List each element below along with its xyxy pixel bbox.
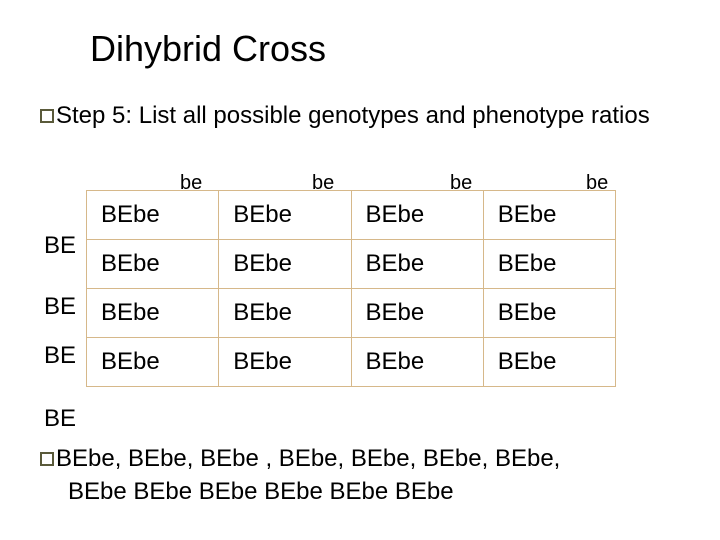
- cell: BEbe: [351, 240, 483, 289]
- cell: BEbe: [87, 338, 219, 387]
- row-header-3: BE: [44, 342, 76, 370]
- cell: BEbe: [219, 240, 351, 289]
- punnett-table: BEbe BEbe BEbe BEbe BEbe BEbe BEbe BEbe …: [86, 190, 616, 387]
- footer-partial-text: BEbe BEbe BEbe BEbe BEbe BEbe: [68, 478, 588, 500]
- cell: BEbe: [351, 191, 483, 240]
- slide-title: Dihybrid Cross: [90, 28, 326, 70]
- cell: BEbe: [483, 338, 615, 387]
- table-row: BEbe BEbe BEbe BEbe: [87, 338, 616, 387]
- footer-text-content: BEbe, BEbe, BEbe , BEbe, BEbe, BEbe, BEb…: [56, 445, 560, 472]
- cell: BEbe: [483, 240, 615, 289]
- cell: BEbe: [219, 191, 351, 240]
- cell: BEbe: [219, 338, 351, 387]
- cell: BEbe: [351, 338, 483, 387]
- table-row: BEbe BEbe BEbe BEbe: [87, 240, 616, 289]
- step-text: Step 5: List all possible genotypes and …: [40, 100, 680, 131]
- cell: BEbe: [483, 191, 615, 240]
- row-header-1: BE: [44, 232, 76, 260]
- cell: BEbe: [483, 289, 615, 338]
- cell: BEbe: [87, 240, 219, 289]
- table-row: BEbe BEbe BEbe BEbe: [87, 191, 616, 240]
- cell: BEbe: [351, 289, 483, 338]
- bullet-icon: [40, 109, 54, 123]
- row-header-4: BE: [44, 405, 76, 433]
- cell: BEbe: [219, 289, 351, 338]
- cell: BEbe: [87, 289, 219, 338]
- step-text-content: Step 5: List all possible genotypes and …: [56, 102, 650, 129]
- row-header-2: BE: [44, 293, 76, 321]
- bullet-icon: [40, 452, 54, 466]
- footer-text: BEbe, BEbe, BEbe , BEbe, BEbe, BEbe, BEb…: [40, 445, 680, 473]
- cell: BEbe: [87, 191, 219, 240]
- table-row: BEbe BEbe BEbe BEbe: [87, 289, 616, 338]
